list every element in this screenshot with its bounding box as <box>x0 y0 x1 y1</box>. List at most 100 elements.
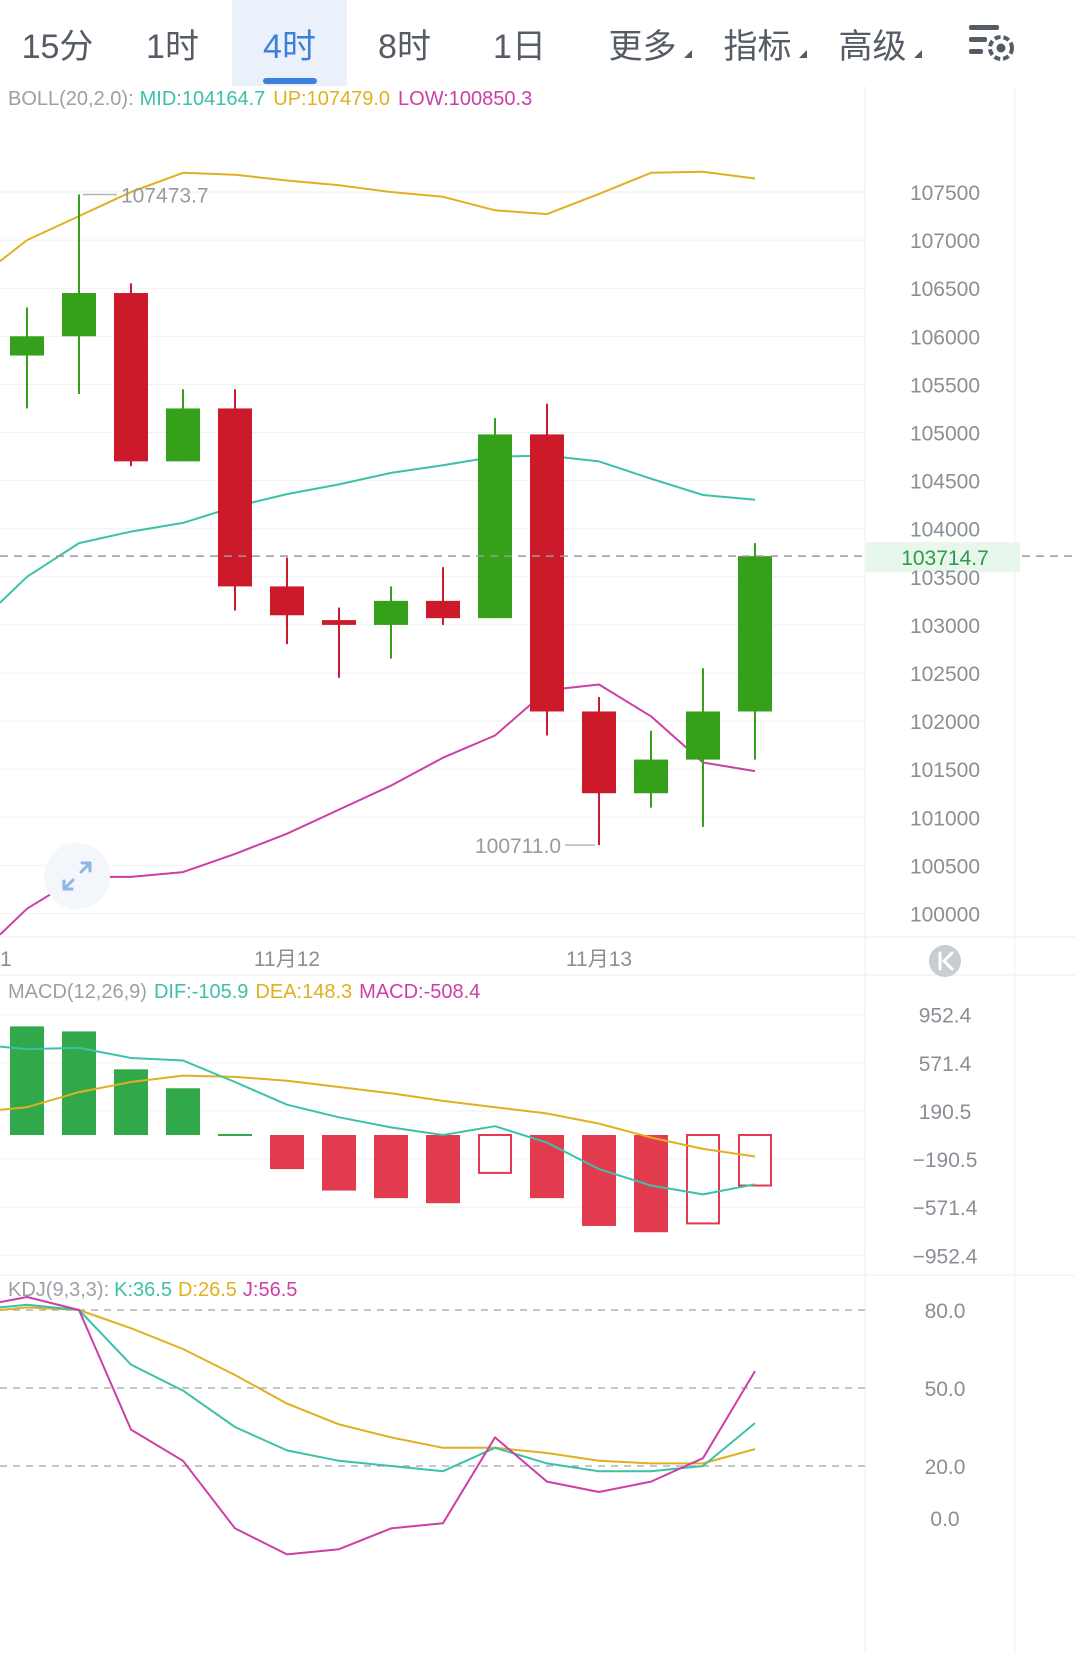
macd-dea-value: DEA:148.3 <box>255 981 352 1003</box>
tab-15min[interactable]: 15分 <box>0 0 115 86</box>
price-axis-tick: 103500 <box>910 567 980 590</box>
tab-indicators[interactable]: 指标 <box>700 0 815 86</box>
dropdown-corner-icon <box>799 50 807 58</box>
kdj-j-line <box>0 1296 756 1556</box>
price-axis-tick: 105500 <box>910 374 980 397</box>
macd-axis-tick: 952.4 <box>919 1005 972 1028</box>
candle-down <box>270 586 304 616</box>
candle-down <box>114 293 148 462</box>
boll-upper-line-edge <box>0 239 28 263</box>
tab-more[interactable]: 更多 <box>585 0 700 86</box>
boll-mid-value: MID:104164.7 <box>140 88 266 110</box>
candle-up <box>686 711 720 760</box>
boll-low-value: LOW:100850.3 <box>398 88 532 110</box>
boll-mid-line-edge <box>0 576 28 604</box>
macd-dea-line <box>26 1074 756 1158</box>
macd-dif-line <box>26 1046 756 1196</box>
price-axis-tick: 102500 <box>910 663 980 686</box>
macd-bar-positive <box>114 1069 148 1135</box>
kdj-d-value: D:26.5 <box>178 1279 237 1301</box>
price-axis-tick: 105000 <box>910 423 980 446</box>
price-axis-tick: 100500 <box>910 855 980 878</box>
macd-bar-negative <box>530 1135 564 1199</box>
price-axis-tick: 102000 <box>910 711 980 734</box>
boll-mid-line <box>26 454 756 578</box>
macd-bar-positive <box>10 1026 44 1135</box>
time-axis-label: 11月13 <box>566 948 632 971</box>
chart-settings-button[interactable] <box>955 0 1030 86</box>
tab-advanced[interactable]: 高级 <box>815 0 930 86</box>
candle-down <box>218 408 252 587</box>
timeframe-tabbar: 15分 1时 4时 8时 1日 更多 指标 高级 <box>0 0 1075 86</box>
boll-upper-line <box>26 170 756 242</box>
macd-bar-hollow <box>738 1134 772 1187</box>
last-price-tag: 103714.7 <box>901 547 989 570</box>
boll-header: BOLL(20,2.0): MID:104164.7 UP:107479.0 LOW:… <box>8 88 532 110</box>
candle-up <box>738 556 772 712</box>
scroll-to-latest-button[interactable] <box>929 945 961 977</box>
macd-bar-negative <box>270 1135 304 1170</box>
tab-4h[interactable]: 4时 <box>232 0 347 86</box>
macd-axis-tick: 190.5 <box>919 1101 972 1124</box>
expand-button-bg <box>44 843 110 909</box>
time-axis-label: 1 <box>0 948 12 971</box>
chart-area: 100000 100500 101000 101500 102000 102500 1030… <box>0 86 1075 1653</box>
macd-bar-hollow <box>478 1134 512 1174</box>
candle-down <box>530 434 564 712</box>
tab-8h[interactable]: 8时 <box>347 0 462 86</box>
dropdown-corner-icon <box>684 50 692 58</box>
tab-label: 4时 <box>263 27 316 66</box>
price-axis-tick: 106500 <box>910 278 980 301</box>
kdj-k-line <box>0 1303 756 1473</box>
active-tab-indicator <box>262 78 317 84</box>
price-axis-tick: 107000 <box>910 230 980 253</box>
expand-icon <box>62 861 92 891</box>
kdj-axis-tick: 80.0 <box>925 1300 966 1323</box>
time-axis-label: 11月12 <box>254 948 320 971</box>
macd-dif-line-edge <box>0 1045 28 1051</box>
tab-1d[interactable]: 1日 <box>462 0 577 86</box>
macd-axis-tick: 571.4 <box>919 1053 972 1076</box>
macd-bar-negative <box>426 1135 460 1204</box>
tab-label: 1时 <box>146 27 199 66</box>
boll-lower-line-edge <box>0 907 28 936</box>
candle-up <box>166 408 200 462</box>
candle-down <box>322 620 356 625</box>
max-price-label: 107473.7 <box>121 185 209 208</box>
candle-up <box>62 293 96 337</box>
macd-bar-negative <box>634 1135 668 1233</box>
price-axis-tick: 101500 <box>910 759 980 782</box>
macd-indicator-name: MACD(12,26,9) <box>8 981 147 1003</box>
kdj-j-value: J:56.5 <box>243 1279 297 1301</box>
price-axis-tick: 101000 <box>910 807 980 830</box>
candle-up <box>374 600 408 625</box>
macd-dif-value: DIF:-105.9 <box>154 981 248 1003</box>
macd-bar-negative <box>374 1135 408 1199</box>
price-axis-tick: 104000 <box>910 519 980 542</box>
candle-up <box>10 336 44 356</box>
kdj-axis-tick: 20.0 <box>925 1456 966 1479</box>
macd-macd-value: MACD:-508.4 <box>359 981 480 1003</box>
kdj-k-value: K:36.5 <box>114 1279 172 1301</box>
boll-indicator-name: BOLL(20,2.0): <box>8 88 134 110</box>
macd-axis-tick: −190.5 <box>913 1149 978 1172</box>
candle-down <box>426 600 460 619</box>
macd-bar-negative <box>582 1135 616 1226</box>
kdj-axis-tick: 50.0 <box>925 1378 966 1401</box>
chart-settings-icon <box>968 25 1014 61</box>
macd-axis-tick: −952.4 <box>913 1245 978 1268</box>
tab-label: 指标 <box>723 27 792 66</box>
kdj-axis-tick: 0.0 <box>930 1508 959 1531</box>
kdj-header: KDJ(9,3,3): K:36.5 D:26.5 J:56.5 <box>8 1279 297 1301</box>
macd-header: MACD(12,26,9) DIF:-105.9 DEA:148.3 MACD:-50… <box>8 981 480 1003</box>
tab-1h[interactable]: 1时 <box>115 0 230 86</box>
tab-label: 8时 <box>378 27 431 66</box>
price-axis-tick: 100000 <box>910 904 980 927</box>
tab-label: 更多 <box>608 27 677 66</box>
candle-up <box>478 434 512 619</box>
expand-chart-button[interactable] <box>44 843 110 909</box>
macd-bar-positive <box>166 1088 200 1135</box>
macd-bar-negative <box>322 1135 356 1191</box>
candle-down <box>582 711 616 794</box>
tab-label: 高级 <box>838 27 907 66</box>
